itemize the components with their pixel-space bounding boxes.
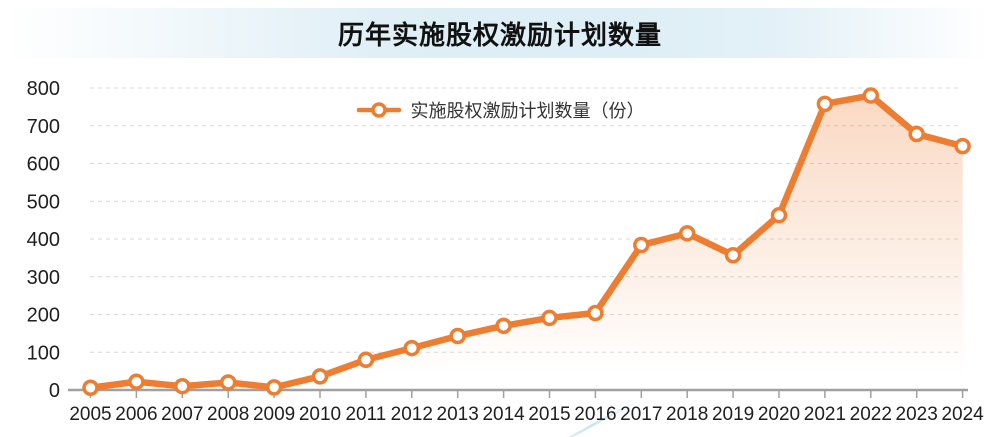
data-point-2022 [862, 87, 880, 104]
x-tick-label-2024: 2024 [941, 404, 984, 425]
x-tick-label-2016: 2016 [574, 404, 616, 425]
y-tick-label-0: 0 [49, 380, 60, 402]
x-tick-label-2013: 2013 [437, 404, 479, 425]
data-point-2013 [449, 327, 466, 345]
x-tick-label-2015: 2015 [528, 404, 570, 425]
data-point-2009 [265, 379, 283, 396]
data-point-2005 [82, 379, 99, 396]
x-tick-label-2021: 2021 [804, 404, 846, 425]
y-tick-label-100: 100 [27, 342, 60, 364]
legend: 实施股权激励计划数量（份） [0, 98, 1000, 122]
x-tick-label-2019: 2019 [712, 404, 754, 425]
y-tick-label-800: 800 [27, 78, 60, 100]
data-point-2007 [174, 377, 191, 395]
data-point-2020 [770, 206, 788, 224]
data-point-2006 [128, 373, 145, 390]
legend-marker-icon [356, 102, 401, 118]
x-tick-label-2005: 2005 [69, 404, 111, 425]
data-point-2015 [541, 309, 558, 327]
x-tick-label-2022: 2022 [850, 404, 892, 425]
x-tick-label-2010: 2010 [299, 404, 341, 425]
data-point-2012 [403, 339, 421, 357]
page-title: 历年实施股权激励计划数量 [337, 19, 662, 50]
data-point-2010 [311, 368, 329, 385]
data-point-2019 [724, 246, 742, 264]
data-point-2016 [587, 304, 604, 322]
data-point-2008 [219, 374, 237, 391]
legend-label: 实施股权激励计划数量（份） [410, 101, 645, 121]
y-tick-label-200: 200 [27, 305, 60, 327]
data-point-2023 [908, 125, 925, 143]
series-area-fill [90, 95, 963, 391]
x-tick-label-2020: 2020 [758, 404, 800, 425]
data-point-2024 [954, 137, 971, 155]
data-point-2011 [357, 351, 375, 369]
y-tick-label-700: 700 [27, 116, 60, 138]
title-band: 历年实施股权激励计划数量 [0, 8, 1000, 58]
x-tick-label-2011: 2011 [345, 404, 386, 425]
x-tick-label-2018: 2018 [666, 404, 708, 425]
y-tick-label-600: 600 [27, 154, 60, 176]
x-tick-label-2007: 2007 [161, 404, 203, 425]
y-tick-label-500: 500 [27, 191, 60, 213]
x-tick-label-2023: 2023 [896, 404, 938, 425]
x-tick-label-2012: 2012 [391, 404, 433, 425]
y-tick-label-400: 400 [27, 229, 60, 251]
x-tick-label-2008: 2008 [207, 404, 249, 425]
x-tick-label-2014: 2014 [482, 404, 525, 425]
data-point-2021 [816, 95, 834, 113]
x-tick-label-2006: 2006 [115, 404, 157, 425]
data-point-2014 [495, 317, 512, 335]
y-tick-label-300: 300 [27, 267, 60, 289]
data-point-2018 [678, 225, 696, 242]
x-tick-label-2017: 2017 [620, 404, 662, 425]
x-tick-label-2009: 2009 [253, 404, 295, 425]
decorative-swoosh [568, 398, 641, 437]
data-point-2017 [633, 236, 650, 254]
